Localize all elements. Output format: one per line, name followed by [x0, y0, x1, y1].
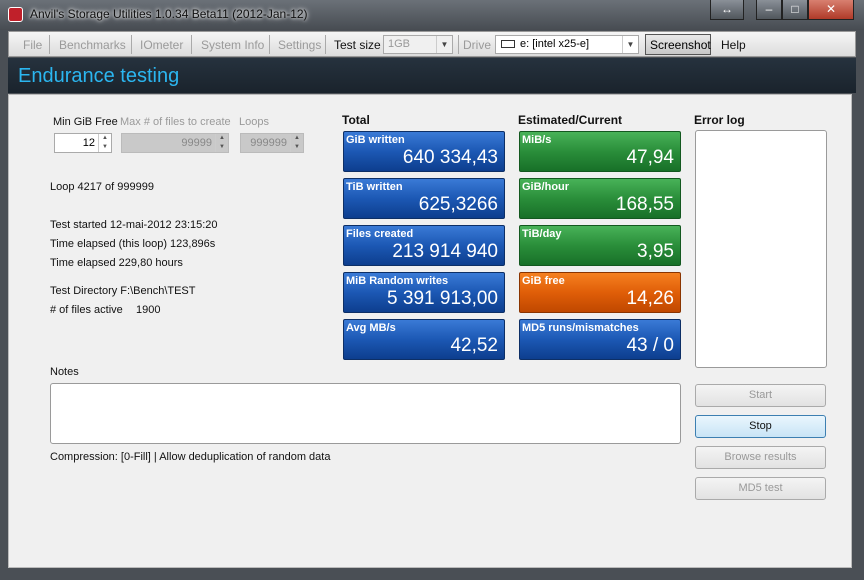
stat-tile: MD5 runs/mismatches 43 / 0 [519, 319, 681, 360]
stat-tile: Avg MB/s 42,52 [343, 319, 505, 360]
tile-label: Files created [346, 228, 414, 240]
page-title: Endurance testing [18, 65, 180, 87]
stat-tile: TiB written 625,3266 [343, 178, 505, 219]
tile-label: GiB written [346, 134, 405, 146]
max-files-value: 99999 [181, 137, 212, 149]
tile-value: 47,94 [626, 147, 674, 168]
status-label: # of files active [50, 304, 123, 316]
loops-label: Loops [239, 116, 269, 128]
tile-value: 5 391 913,00 [387, 288, 498, 309]
restore-button[interactable]: ↔ [710, 0, 744, 20]
menu-item[interactable]: System Info [201, 38, 265, 52]
max-files-input: 99999 ▲ ▼ [121, 133, 229, 153]
min-free-value: 12 [82, 137, 95, 149]
test-size-label: Test size [334, 38, 381, 52]
start-button: Start [695, 384, 826, 407]
max-files-label: Max # of files to create [120, 116, 231, 128]
min-free-input[interactable]: 12 ▲ ▼ [54, 133, 112, 153]
combo-arrow: ▼ [622, 36, 638, 53]
notes-box[interactable] [50, 383, 681, 444]
status-line: Time elapsed 229,80 hours [50, 257, 183, 269]
menu-item[interactable]: File [23, 38, 43, 52]
loops-value: 999999 [250, 137, 287, 149]
loops-input: 999999 ▲ ▼ [240, 133, 304, 153]
spinner: ▲ ▼ [215, 134, 228, 152]
app-icon [8, 7, 23, 22]
separator [458, 35, 459, 54]
tile-value: 640 334,43 [402, 147, 498, 168]
separator [131, 35, 132, 54]
stat-tile: TiB/day 3,95 [519, 225, 681, 266]
tile-label: Avg MB/s [346, 322, 396, 334]
separator [269, 35, 270, 54]
test-size-value: 1GB [388, 38, 411, 50]
tile-label: MD5 runs/mismatches [522, 322, 639, 334]
combo-arrow: ▼ [436, 36, 452, 53]
separator [325, 35, 326, 54]
tile-value: 213 914 940 [392, 241, 498, 262]
title-bar: Anvil's Storage Utilities 1.0.34 Beta11 … [0, 0, 864, 30]
minimize-button[interactable]: – [756, 0, 782, 20]
screenshot-button[interactable]: Screenshot [645, 34, 711, 55]
test-size-combo[interactable]: 1GB ▼ [383, 35, 453, 54]
close-button[interactable]: ✕ [808, 0, 854, 20]
tile-value: 625,3266 [418, 194, 498, 215]
tile-value: 3,95 [637, 241, 674, 262]
drive-value: e: [intel x25-e] [520, 38, 590, 50]
menu-item[interactable]: Settings [278, 38, 322, 52]
md5-test-button: MD5 test [695, 477, 826, 500]
tile-label: GiB free [522, 275, 565, 287]
status-line: Test started 12-mai-2012 23:15:20 [50, 219, 218, 231]
error-log-box[interactable] [695, 130, 827, 368]
menu-item[interactable]: IOmeter [140, 38, 184, 52]
column-title: Estimated/Current [518, 113, 623, 127]
separator [191, 35, 192, 54]
stat-tile: MiB Random writes 5 391 913,00 [343, 272, 505, 313]
stat-tile: GiB/hour 168,55 [519, 178, 681, 219]
menu-item[interactable]: Benchmarks [59, 38, 126, 52]
browse-results-button: Browse results [695, 446, 826, 469]
menu-item[interactable]: Help [721, 38, 746, 52]
spinner[interactable]: ▲ ▼ [98, 134, 111, 152]
status-line: Loop 4217 of 999999 [50, 181, 154, 193]
spinner: ▲ ▼ [290, 134, 303, 152]
menu-bar: File Benchmarks IOmeter System Info Sett… [8, 31, 856, 57]
notes-label: Notes [50, 366, 79, 378]
tile-value: 168,55 [615, 194, 674, 215]
column-title: Total [342, 113, 370, 127]
stop-button[interactable]: Stop [695, 415, 826, 438]
tile-value: 43 / 0 [626, 335, 674, 356]
status-line: Test Directory F:\Bench\TEST [50, 285, 196, 297]
separator [49, 35, 50, 54]
stat-tile: GiB written 640 334,43 [343, 131, 505, 172]
window-title: Anvil's Storage Utilities 1.0.34 Beta11 … [30, 7, 308, 21]
compression-info: Compression: [0-Fill] | Allow deduplicat… [50, 451, 331, 463]
status-value: 1900 [136, 304, 161, 316]
drive-combo[interactable]: e: [intel x25-e] ▼ [495, 35, 639, 54]
tile-label: TiB written [346, 181, 403, 193]
maximize-button[interactable]: □ [782, 0, 808, 20]
tile-label: GiB/hour [522, 181, 570, 193]
drive-label: Drive [463, 38, 492, 52]
stat-tile: MiB/s 47,94 [519, 131, 681, 172]
min-free-label: Min GiB Free [53, 116, 118, 128]
tile-label: MiB Random writes [346, 275, 449, 287]
drive-icon [501, 40, 515, 48]
stat-tile: Files created 213 914 940 [343, 225, 505, 266]
tile-value: 14,26 [626, 288, 674, 309]
content-panel: Min GiB Free 12 ▲ ▼ Max # of files to crea… [8, 94, 852, 568]
column-title: Error log [694, 113, 745, 127]
page-header: Endurance testing [8, 58, 856, 93]
tile-label: MiB/s [522, 134, 552, 146]
stat-tile: GiB free 14,26 [519, 272, 681, 313]
tile-label: TiB/day [522, 228, 562, 240]
tile-value: 42,52 [450, 335, 498, 356]
status-line: Time elapsed (this loop) 123,896s [50, 238, 216, 250]
